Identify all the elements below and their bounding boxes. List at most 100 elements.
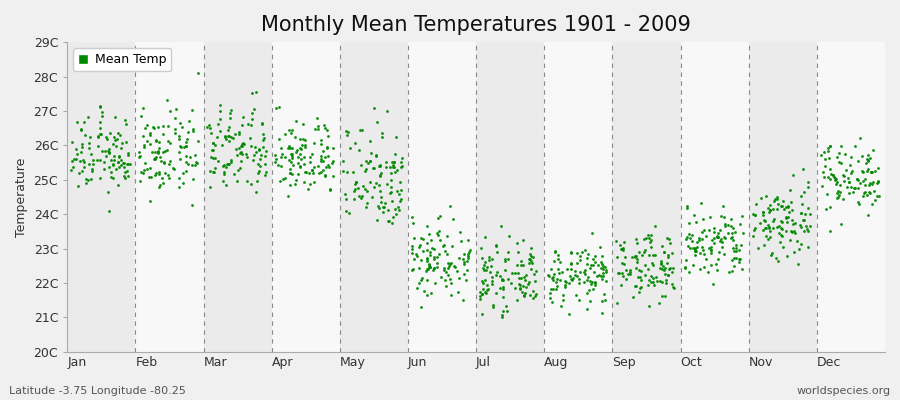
Point: [546, 276, 561, 283]
Point: [316, 158, 330, 164]
Point: [856, 178, 870, 184]
Point: [456, 261, 471, 268]
Point: [706, 281, 720, 288]
Point: [711, 256, 725, 262]
Point: [577, 278, 591, 285]
Point: [680, 203, 695, 209]
Point: [859, 160, 873, 166]
Point: [81, 176, 95, 183]
Point: [684, 238, 698, 244]
Point: [244, 122, 258, 128]
Point: [106, 134, 121, 140]
Point: [103, 149, 117, 156]
Point: [439, 251, 454, 258]
Point: [480, 264, 494, 270]
Point: [452, 275, 466, 282]
Point: [709, 267, 724, 274]
Point: [72, 170, 86, 176]
Point: [284, 145, 298, 152]
Point: [82, 140, 96, 146]
Point: [235, 141, 249, 148]
Point: [189, 159, 203, 165]
Point: [830, 178, 844, 185]
Point: [235, 143, 249, 149]
Point: [414, 304, 428, 311]
Point: [121, 160, 135, 167]
Point: [832, 150, 846, 156]
Point: [282, 127, 296, 133]
Point: [349, 179, 364, 185]
Point: [633, 274, 647, 280]
Point: [843, 162, 858, 168]
Point: [583, 277, 598, 284]
Point: [224, 158, 238, 165]
Point: [763, 234, 778, 241]
Point: [94, 148, 109, 154]
Point: [388, 169, 402, 175]
Point: [338, 128, 353, 134]
Point: [475, 286, 490, 292]
Point: [323, 186, 338, 193]
Point: [814, 183, 829, 190]
Point: [717, 221, 732, 227]
Point: [231, 145, 246, 151]
Point: [564, 249, 579, 256]
Point: [498, 258, 512, 264]
Point: [394, 187, 409, 193]
Point: [140, 122, 154, 128]
Point: [74, 149, 88, 155]
Point: [707, 225, 722, 232]
Point: [851, 184, 866, 191]
Point: [133, 153, 148, 160]
Point: [545, 298, 560, 305]
Point: [357, 186, 372, 192]
Point: [629, 283, 643, 290]
Point: [490, 268, 504, 275]
Point: [393, 159, 408, 166]
Point: [653, 261, 668, 268]
Point: [370, 118, 384, 125]
Point: [748, 212, 762, 218]
Point: [780, 252, 795, 259]
Point: [369, 180, 383, 186]
Point: [108, 114, 122, 120]
Point: [631, 274, 645, 281]
Point: [667, 284, 681, 291]
Point: [570, 259, 584, 266]
Point: [657, 265, 671, 271]
Point: [839, 167, 853, 174]
Point: [707, 235, 722, 241]
Bar: [340, 42, 408, 352]
Point: [680, 204, 694, 211]
Point: [529, 268, 544, 274]
Point: [868, 187, 882, 194]
Point: [148, 156, 162, 162]
Point: [151, 148, 166, 154]
Point: [865, 169, 879, 175]
Point: [598, 264, 612, 270]
Point: [549, 286, 563, 292]
Point: [162, 175, 176, 181]
Point: [433, 212, 447, 219]
Point: [494, 312, 508, 318]
Point: [75, 144, 89, 150]
Point: [316, 167, 330, 173]
Point: [117, 169, 131, 176]
Point: [842, 189, 857, 196]
Point: [291, 170, 305, 177]
Point: [784, 228, 798, 234]
Point: [274, 151, 289, 157]
Point: [658, 270, 672, 277]
Point: [82, 160, 96, 167]
Point: [828, 177, 842, 184]
Point: [232, 128, 247, 135]
Point: [385, 220, 400, 226]
Point: [787, 228, 801, 234]
Point: [219, 164, 233, 170]
Point: [725, 245, 740, 251]
Point: [303, 181, 318, 187]
Point: [496, 284, 510, 290]
Point: [762, 208, 777, 215]
Point: [252, 146, 266, 152]
Point: [205, 147, 220, 153]
